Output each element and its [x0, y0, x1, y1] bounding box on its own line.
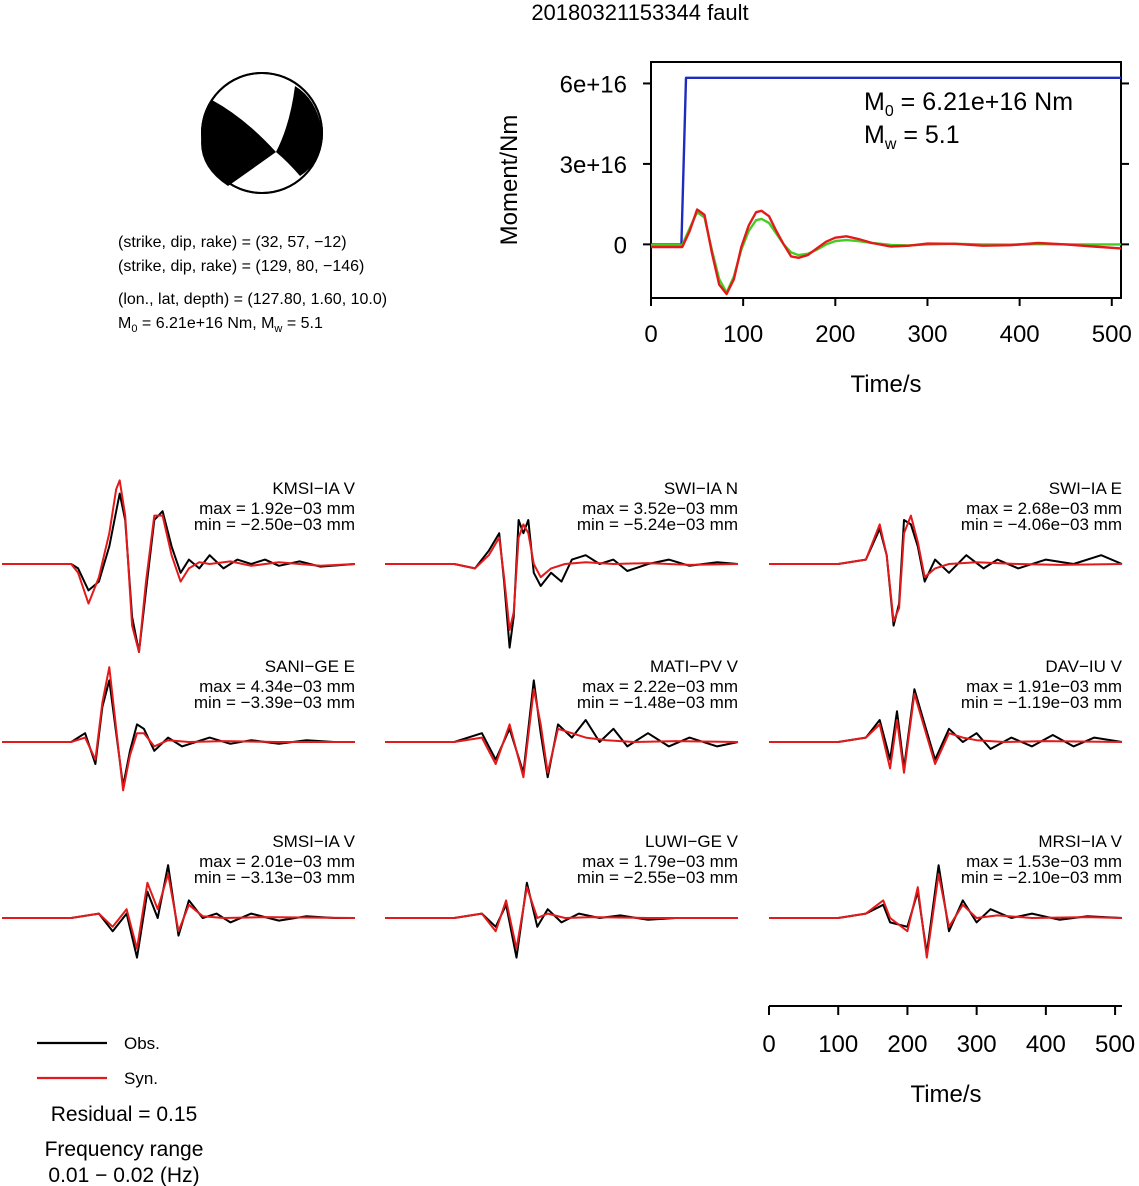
station-max: max = 3.52e−03 mm	[582, 499, 738, 518]
moment-x-tick-label: 200	[815, 321, 855, 348]
legend-syn-label: Syn.	[124, 1069, 158, 1088]
synthetic-trace	[769, 514, 1123, 623]
synthetic-trace	[2, 873, 356, 950]
synthetic-trace	[2, 666, 355, 792]
moment-chart: 0 100 200 300 400 500 0 3e+16 6e+16 M0 = 6.21e+1…	[496, 61, 1132, 398]
moment-rate-green-line	[651, 210, 1121, 294]
observed-trace	[769, 519, 1123, 627]
station-max: max = 2.22e−03 mm	[582, 677, 738, 696]
residual-text: Residual = 0.15	[51, 1103, 198, 1126]
beachball	[201, 72, 323, 194]
moment-mw-label: Mw = 5.1	[864, 121, 960, 153]
observed-trace	[2, 492, 356, 653]
observed-trace	[769, 688, 1123, 770]
station-min: min = −1.19e−03 mm	[961, 693, 1122, 712]
station-max: max = 1.91e−03 mm	[966, 677, 1122, 696]
moment-x-axis-label: Time/s	[850, 371, 921, 398]
station-name: DAV−IU V	[1045, 657, 1122, 676]
moment-plot-frame	[650, 61, 1122, 299]
frequency-title: Frequency range	[45, 1138, 204, 1161]
mechanism-location: (lon., lat, depth) = (127.80, 1.60, 10.0…	[118, 291, 387, 308]
frequency-range: 0.01 − 0.02 (Hz)	[48, 1164, 199, 1186]
moment-x-tick-label: 300	[907, 321, 947, 348]
mechanism-plane1: (strike, dip, rake) = (32, 57, −12)	[118, 234, 347, 251]
waveform-x-axis-label: Time/s	[910, 1081, 981, 1108]
synthetic-trace	[385, 523, 739, 631]
moment-y-tick-label: 6e+16	[560, 71, 627, 98]
station-min: min = −3.13e−03 mm	[194, 868, 355, 887]
waveform-x-tick-label: 400	[1026, 1031, 1066, 1058]
waveform-x-tick-label: 500	[1095, 1031, 1135, 1058]
station-name: MATI−PV V	[650, 657, 739, 676]
station-min: min = −1.48e−03 mm	[577, 693, 738, 712]
station-max: max = 2.01e−03 mm	[199, 852, 355, 871]
observed-trace	[385, 881, 738, 959]
moment-y-axis-label: Moment/Nm	[496, 115, 523, 246]
moment-x-tick-label: 400	[1000, 321, 1040, 348]
waveform-time-axis: Time/s 0 100 200 300 400 500	[762, 1005, 1135, 1108]
observed-trace	[385, 519, 739, 649]
station-max: max = 2.68e−03 mm	[966, 499, 1122, 518]
synthetic-trace	[769, 692, 1123, 774]
station-max: max = 1.53e−03 mm	[966, 852, 1122, 871]
moment-x-tick-label: 0	[644, 321, 657, 348]
station-min: min = −2.10e−03 mm	[961, 868, 1122, 887]
legend: Obs. Syn.	[37, 1034, 160, 1088]
waveform-x-tick-label: 200	[887, 1031, 927, 1058]
station-max: max = 4.34e−03 mm	[199, 677, 355, 696]
mechanism-text: (strike, dip, rake) = (32, 57, −12) (str…	[118, 234, 387, 335]
station-name: KMSI−IA V	[272, 479, 355, 498]
waveform-x-tick-label: 0	[762, 1031, 775, 1058]
moment-y-tick-label: 3e+16	[560, 152, 627, 179]
station-name: SWI−IA N	[664, 479, 738, 498]
station-name: MRSI−IA V	[1038, 832, 1122, 851]
station-max: max = 1.79e−03 mm	[582, 852, 738, 871]
figure-title: 20180321153344 fault	[531, 0, 748, 25]
station-name: SMSI−IA V	[272, 832, 355, 851]
synthetic-trace	[2, 479, 356, 653]
waveform-x-tick-label: 100	[818, 1031, 858, 1058]
synthetic-trace	[769, 873, 1123, 959]
moment-y-tick-label: 0	[614, 232, 627, 259]
moment-rate-red-line	[651, 208, 1122, 296]
waveform-x-tick-label: 300	[957, 1031, 997, 1058]
legend-obs-label: Obs.	[124, 1034, 160, 1053]
synthetic-trace	[385, 688, 739, 779]
synthetic-trace	[385, 886, 738, 950]
station-name: SANI−GE E	[265, 657, 355, 676]
station-min: min = −2.50e−03 mm	[194, 515, 355, 534]
moment-m0-label: M0 = 6.21e+16 Nm	[864, 88, 1073, 120]
station-name: LUWI−GE V	[645, 832, 739, 851]
station-min: min = −5.24e−03 mm	[577, 515, 738, 534]
station-max: max = 1.92e−03 mm	[199, 499, 355, 518]
moment-x-tick-label: 100	[723, 321, 763, 348]
station-min: min = −2.55e−03 mm	[577, 868, 738, 887]
moment-x-tick-label: 500	[1092, 321, 1132, 348]
station-min: min = −4.06e−03 mm	[961, 515, 1122, 534]
mechanism-moment: M0 = 6.21e+16 Nm, Mw = 5.1	[118, 315, 323, 335]
station-min: min = −3.39e−03 mm	[194, 693, 355, 712]
observed-trace	[2, 864, 355, 959]
mechanism-plane2: (strike, dip, rake) = (129, 80, −146)	[118, 258, 364, 275]
station-name: SWI−IA E	[1049, 479, 1122, 498]
